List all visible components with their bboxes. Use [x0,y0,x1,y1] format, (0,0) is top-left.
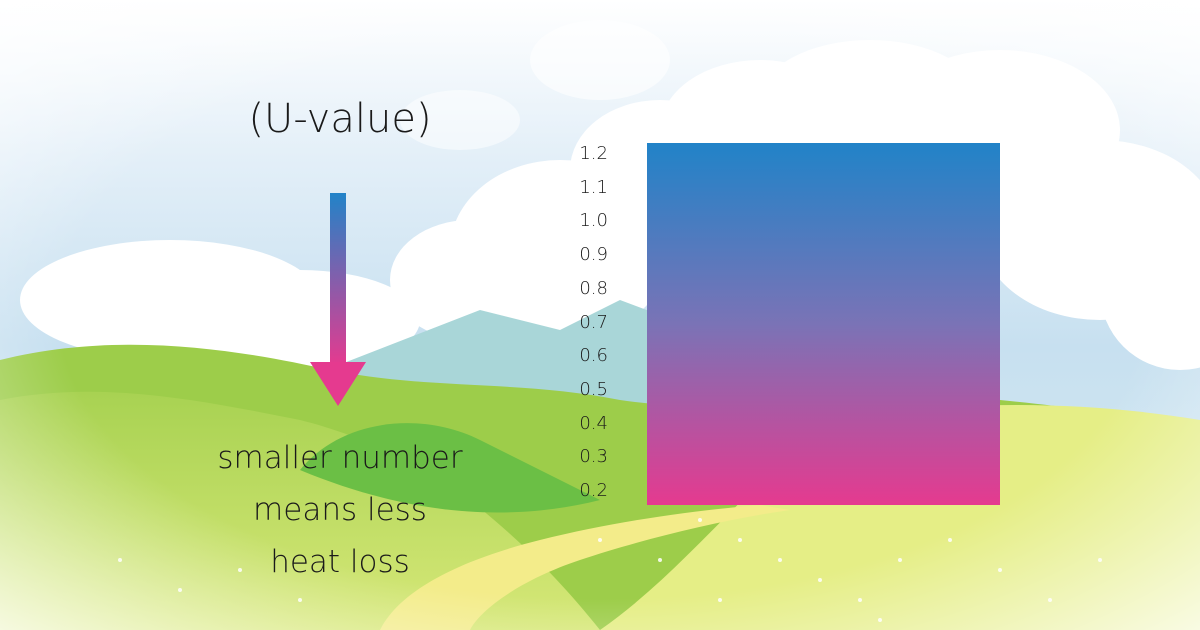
caption-line-1: smaller number [217,440,463,476]
caption-line-3: heat loss [270,544,410,580]
scale-tick-label: 1.0 [579,210,608,232]
u-value-scale-bar [647,143,1000,505]
title: (U-value) [248,96,432,142]
scale-tick-label: 1.1 [579,176,608,198]
scale-tick-label: 0.2 [579,480,608,501]
scale-tick-label: 1.2 [579,143,608,164]
scale-tick-label: 0.3 [579,446,608,468]
scale-tick-label: 0.7 [579,311,608,333]
down-arrow-icon [310,193,366,406]
scale-tick-label: 0.5 [579,378,608,400]
scale-tick-label: 0.6 [579,345,608,367]
scale-tick-label: 0.4 [579,412,608,434]
scale-tick-label: 0.8 [579,277,608,299]
caption-line-2: means less [253,492,427,528]
scale-tick-label: 0.9 [579,244,608,266]
